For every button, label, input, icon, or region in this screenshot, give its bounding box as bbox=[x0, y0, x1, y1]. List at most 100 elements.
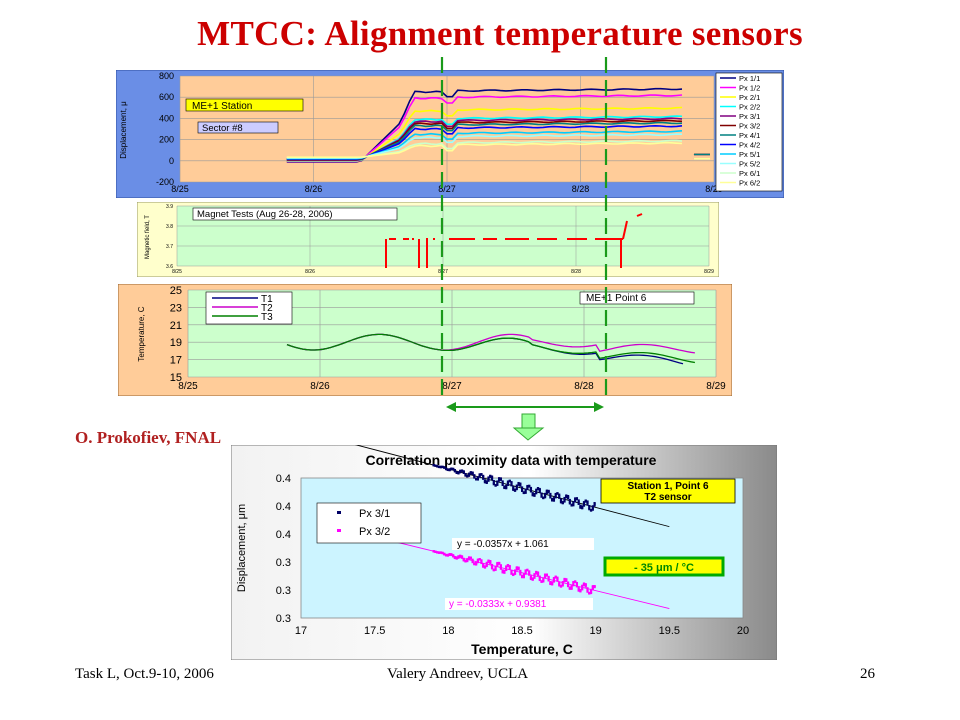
chart3-legend-label: T1 bbox=[261, 294, 273, 305]
chart4-data-point bbox=[476, 478, 479, 481]
chart4-data-point bbox=[586, 500, 589, 503]
chart4-data-point bbox=[543, 574, 547, 577]
chart4-data-point bbox=[572, 504, 575, 507]
chart3-xtick: 8/29 bbox=[706, 381, 726, 392]
chart4-data-point bbox=[473, 476, 476, 479]
chart4-data-point bbox=[554, 496, 557, 499]
chart4-data-point bbox=[570, 587, 573, 590]
magnet-trace-segment-2 bbox=[418, 238, 435, 268]
chart3-xtick: 8/25 bbox=[178, 381, 198, 392]
chart4-data-point bbox=[588, 506, 591, 509]
chart3-ylabel: Temperature, C bbox=[137, 306, 146, 361]
chart4-data-point bbox=[563, 498, 566, 501]
chart4-ytick: 0.4 bbox=[276, 529, 291, 541]
chart4-data-point bbox=[482, 474, 485, 478]
chart4-data-point bbox=[579, 590, 582, 593]
chart4-data-point bbox=[490, 567, 494, 570]
chart4-data-point bbox=[572, 502, 575, 506]
chart4-data-point bbox=[572, 580, 575, 584]
chart4-data-point bbox=[459, 471, 462, 474]
chart4-data-point bbox=[547, 577, 550, 580]
chart2-title-box bbox=[192, 207, 398, 221]
chart4-data-point bbox=[558, 584, 561, 587]
chart4-xlabel: Temperature, C bbox=[471, 641, 573, 657]
chart4-data-point bbox=[568, 502, 571, 505]
chart4-data-point bbox=[475, 477, 478, 480]
chart4-data-point bbox=[498, 479, 501, 482]
chart4-data-point bbox=[490, 563, 494, 567]
chart4-data-point bbox=[496, 564, 499, 567]
chart4-data-point bbox=[574, 498, 577, 501]
chart4-data-point bbox=[473, 474, 476, 477]
chart4-data-point bbox=[483, 566, 487, 569]
chart4-data-point bbox=[432, 464, 435, 467]
chart4-data-point bbox=[593, 502, 596, 506]
chart4-data-point bbox=[566, 584, 570, 588]
chart4-data-point bbox=[434, 550, 437, 553]
chart1-legend-label: Px 1/1 bbox=[739, 74, 760, 83]
down-arrow-icon bbox=[512, 413, 545, 441]
chart4-data-point bbox=[563, 578, 566, 581]
chart4-station-box bbox=[600, 478, 736, 504]
chart4-data-point bbox=[522, 573, 525, 576]
chart4-data-point bbox=[490, 475, 494, 478]
chart4-data-point bbox=[542, 580, 545, 583]
chart4-data-point bbox=[513, 569, 517, 572]
chart4-data-point bbox=[478, 474, 481, 477]
chart4-data-point bbox=[533, 492, 536, 496]
chart4-data-point bbox=[536, 573, 540, 576]
chart4-data-point bbox=[480, 561, 483, 565]
chart4-data-point bbox=[584, 585, 587, 588]
chart4-data-point bbox=[471, 559, 474, 563]
chart4-data-point bbox=[462, 470, 465, 473]
chart4-data-point bbox=[480, 473, 483, 476]
chart4-data-point bbox=[547, 579, 550, 582]
chart4-data-point bbox=[586, 590, 589, 593]
chart4-data-point bbox=[549, 492, 552, 496]
chart3-xtick: 8/26 bbox=[310, 381, 330, 392]
chart4-data-point bbox=[591, 585, 594, 588]
chart4-data-point bbox=[581, 588, 584, 591]
chart4-data-point bbox=[496, 483, 499, 486]
chart4-data-point bbox=[448, 469, 451, 472]
chart4-data-point bbox=[535, 492, 538, 495]
chart1-legend-label: Px 5/1 bbox=[739, 150, 760, 159]
chart4-data-point bbox=[579, 505, 582, 509]
chart1-legend-label: Px 4/2 bbox=[739, 141, 760, 150]
chart4-ytick: 0.3 bbox=[276, 557, 291, 569]
chart4-data-point bbox=[515, 484, 518, 487]
chart4-data-point bbox=[462, 557, 465, 560]
chart4-data-point bbox=[482, 476, 485, 479]
chart4-data-point bbox=[499, 477, 502, 480]
magnet-trace-segment-4 bbox=[620, 220, 628, 268]
interval-arrow-right-head bbox=[594, 402, 604, 412]
chart1-station-label: ME+1 Station bbox=[192, 101, 252, 112]
chart4-data-point bbox=[543, 492, 547, 496]
displacement-chart: 800 600 400 200 0 -200 8/25 8/26 8/27 8/28 8/29 D… bbox=[116, 70, 784, 198]
chart4-data-point bbox=[575, 583, 579, 586]
chart4-data-point bbox=[551, 583, 554, 586]
chart4-title: Correlation proximity data with temperat… bbox=[366, 452, 657, 468]
chart4-data-point bbox=[508, 567, 511, 570]
chart4-ylabel: Displacement, μm bbox=[236, 504, 248, 592]
chart4-data-point bbox=[543, 494, 547, 497]
chart4-ytick: 0.4 bbox=[276, 473, 291, 485]
chart4-data-point bbox=[563, 580, 566, 583]
chart4-data-point bbox=[529, 486, 533, 490]
magnet-trace-segment-5 bbox=[636, 213, 643, 217]
chart4-data-point bbox=[552, 499, 556, 502]
chart4-data-point bbox=[524, 490, 527, 493]
chart4-xtick: 20 bbox=[737, 625, 749, 637]
chart4-data-point bbox=[586, 501, 589, 504]
chart4-data-point bbox=[487, 479, 490, 482]
chart4-data-point bbox=[591, 505, 594, 508]
chart4-data-point bbox=[556, 577, 559, 581]
chart4-data-point bbox=[478, 558, 481, 561]
interval-arrow bbox=[446, 402, 604, 412]
chart4-data-point bbox=[471, 471, 474, 474]
chart4-data-point bbox=[513, 489, 517, 492]
chart4-data-point bbox=[517, 566, 520, 569]
chart4-data-point bbox=[496, 563, 499, 566]
chart4-data-point bbox=[538, 578, 541, 582]
chart3-ytick: 21 bbox=[170, 320, 182, 332]
